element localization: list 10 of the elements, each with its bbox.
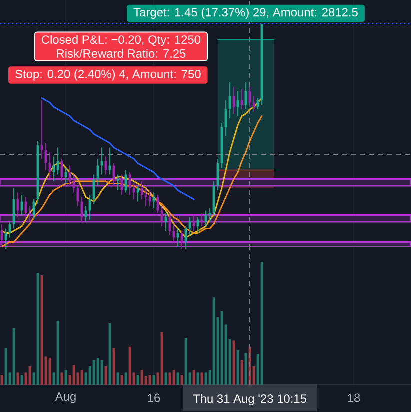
- candlestick: [116, 174, 120, 191]
- x-tick-label: Thu 31 Aug '23 10:15: [193, 394, 306, 406]
- annotation: Stop: 0.20 (2.40%) 4, Amount: 750: [16, 70, 201, 81]
- annotation: Closed P&L: −0.20, Qty: 1250: [42, 35, 201, 46]
- x-tick-label: Aug: [55, 392, 76, 404]
- annotation: Risk/Reward Ratio: 7.25: [57, 49, 186, 58]
- candlestick: [200, 212, 204, 227]
- x-tick-label: 16: [148, 394, 160, 402]
- x-tick-label: 18: [348, 394, 360, 402]
- text: Target: 1.45 (17.37%) 29, Amount: 2812.5: [134, 8, 358, 20]
